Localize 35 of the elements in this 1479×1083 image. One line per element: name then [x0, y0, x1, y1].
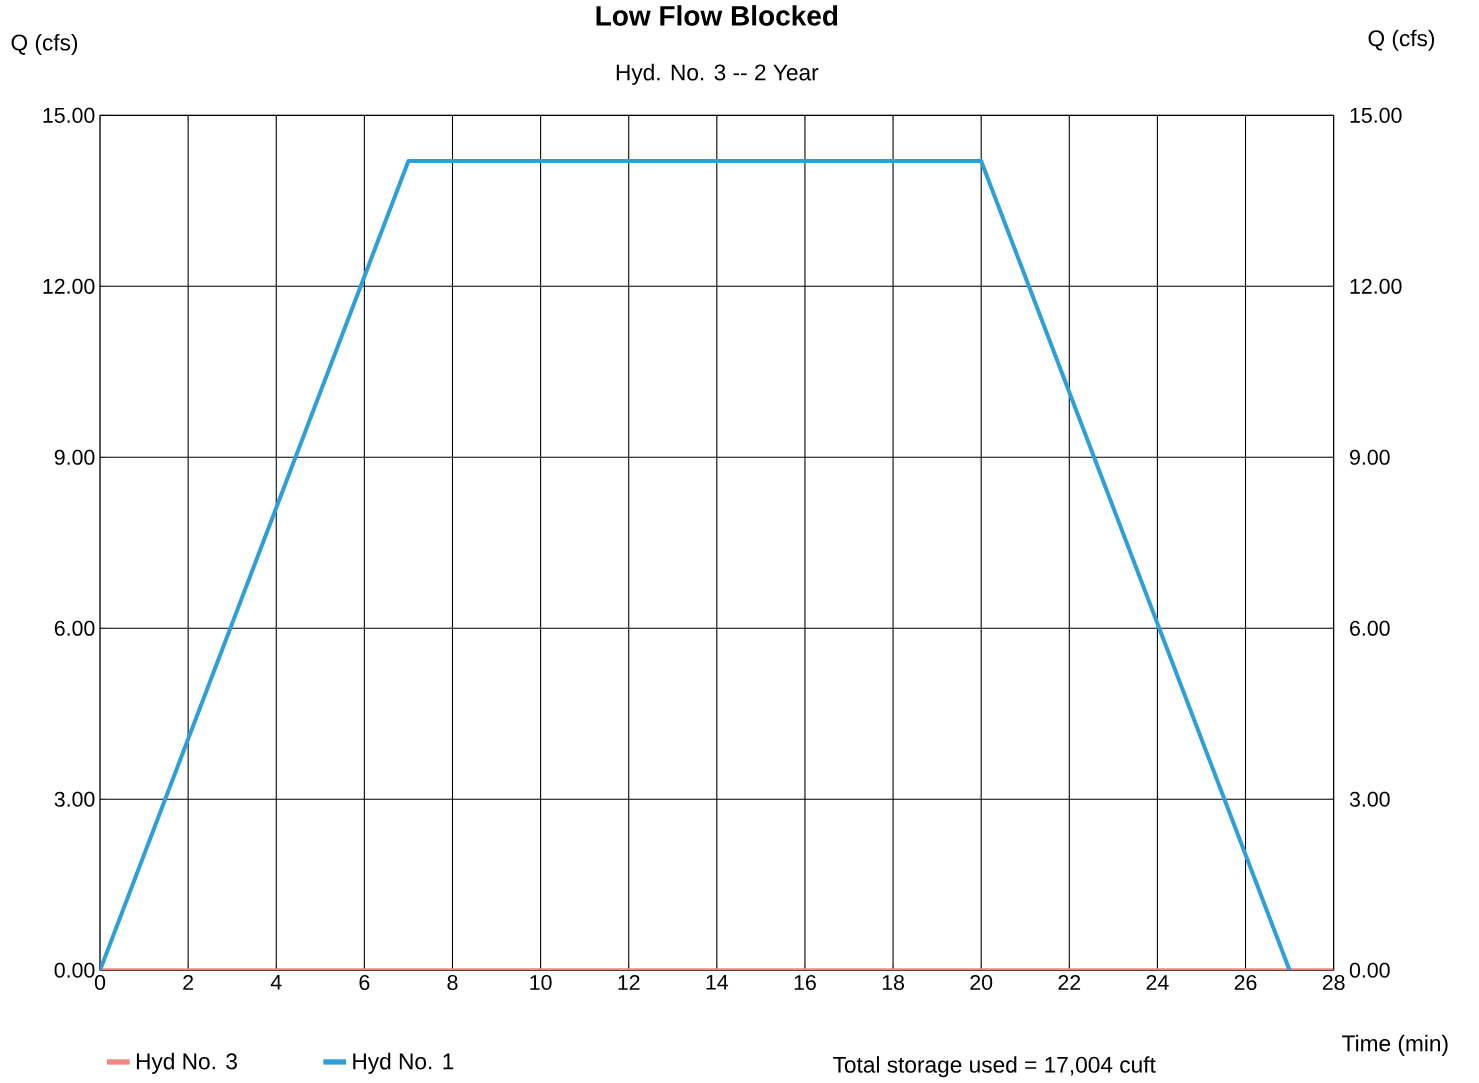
x-tick-label: 18 [882, 974, 904, 991]
x-tick-label: 6 [359, 974, 370, 991]
x-tick-label: 10 [530, 974, 552, 991]
x-axis-title: Time (min) [1342, 1034, 1448, 1056]
x-tick-label: 2 [183, 974, 193, 990]
y2-tick-label: 6.00 [1350, 620, 1390, 636]
y-tick-label: 12.00 [43, 278, 95, 294]
text: Total storage used = 17,004 cuft [833, 1056, 1156, 1078]
x-tick-label: 26 [1234, 974, 1257, 991]
x-tick-label: 24 [1146, 974, 1169, 990]
chart-title: Low Flow Blocked [596, 5, 838, 26]
y2-tick-label: 12.00 [1350, 278, 1402, 294]
x-tick-label: 12 [618, 974, 640, 990]
chart-subtitle: Hyd. No. 3 -- 2 Year [616, 63, 819, 86]
x-tick-label: 16 [794, 974, 816, 991]
legend-label: Hyd No. 3 [136, 1052, 237, 1074]
y-tick-label: 6.00 [54, 620, 95, 636]
y2-tick-label: 3.00 [1349, 791, 1390, 807]
y2-axis-title: Q (cfs) [1368, 29, 1435, 51]
y-tick-label: 0.00 [54, 962, 95, 978]
y-tick-label: 9.00 [54, 449, 95, 465]
x-tick-label: 20 [970, 974, 993, 991]
y2-tick-label: 0.00 [1349, 962, 1390, 978]
x-tick-label: 28 [1322, 974, 1345, 991]
y-axis-title: Q (cfs) [11, 34, 78, 56]
y2-tick-label: 15.00 [1350, 107, 1402, 123]
x-tick-label: 0 [94, 974, 106, 991]
x-tick-label: 22 [1058, 974, 1081, 990]
y-tick-label: 15.00 [43, 107, 95, 123]
x-tick-label: 8 [447, 974, 458, 991]
y-tick-label: 3.00 [54, 791, 95, 807]
legend-label: Hyd No. 1 [353, 1052, 454, 1074]
y2-tick-label: 9.00 [1350, 449, 1390, 465]
x-tick-label: 14 [706, 974, 729, 990]
x-tick-label: 4 [270, 974, 282, 990]
